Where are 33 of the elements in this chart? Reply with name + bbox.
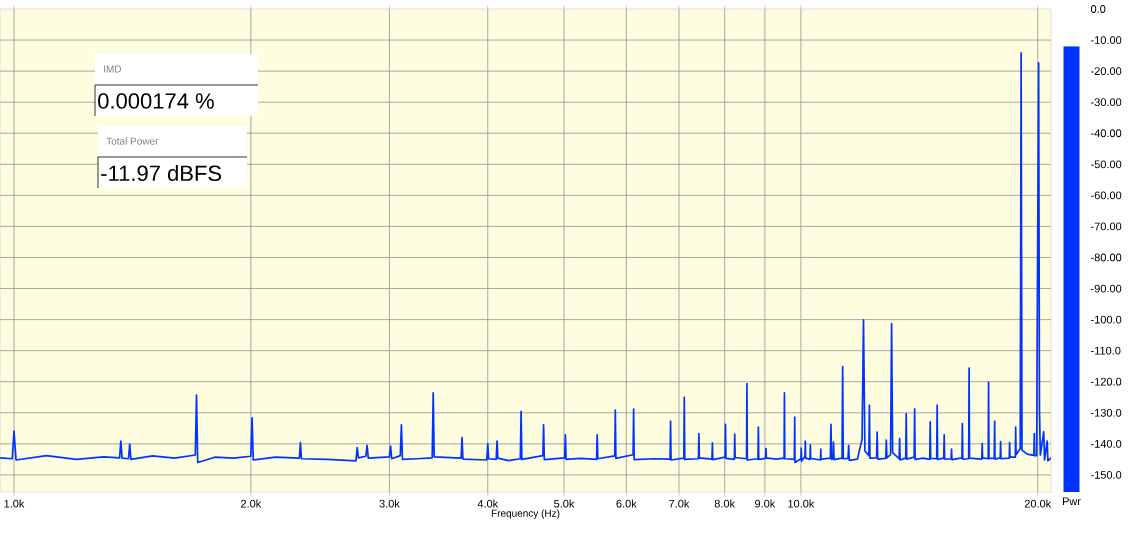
y-tick-label: -150.0	[1091, 471, 1122, 479]
x-tick-label: 20.0k	[1024, 499, 1052, 508]
x-tick-label: 3.0k	[379, 499, 400, 508]
x-tick-label: 2.0k	[241, 499, 262, 508]
y-tick-label: -120.0	[1091, 377, 1122, 386]
y-tick-label: -10.00	[1091, 36, 1122, 44]
y-tick-label: -60.00	[1091, 191, 1122, 200]
annotation: 0.000174 %	[98, 93, 214, 109]
x-tick-label: 7.0k	[669, 499, 690, 508]
y-tick-label: -70.00	[1091, 222, 1122, 231]
y-tick-label: -30.00	[1091, 98, 1122, 107]
annotation: IMD	[104, 65, 122, 73]
y-tick-label: -130.0	[1091, 408, 1122, 417]
annotation: -11.97 dBFS	[101, 164, 222, 182]
y-tick-label: -90.00	[1091, 284, 1122, 293]
y-tick-label: -140.0	[1091, 439, 1122, 448]
y-tick-label: -40.00	[1091, 129, 1122, 138]
x-tick-label: 4.0k	[477, 499, 499, 508]
annotation: Total Power	[106, 137, 159, 145]
y-tick-label: -50.00	[1091, 160, 1122, 169]
y-tick-label: -20.00	[1091, 67, 1122, 76]
x-tick-label: 6.0k	[616, 499, 637, 508]
x-tick-label: Pwr	[1062, 497, 1081, 506]
x-tick-label: 9.0k	[755, 499, 776, 508]
x-axis-title: Frequency (Hz)	[491, 509, 560, 519]
y-tick-label: -100.0	[1091, 315, 1122, 324]
x-tick-label: 1.0k	[4, 499, 25, 508]
y-tick-label: -80.00	[1091, 253, 1122, 262]
x-tick-label: 8.0k	[714, 499, 736, 508]
x-tick-label: 5.0k	[554, 499, 575, 508]
y-tick-label: 0.0	[1090, 5, 1106, 13]
y-tick-label: -110.0	[1091, 346, 1121, 355]
x-tick-label: 10.0k	[788, 499, 815, 508]
